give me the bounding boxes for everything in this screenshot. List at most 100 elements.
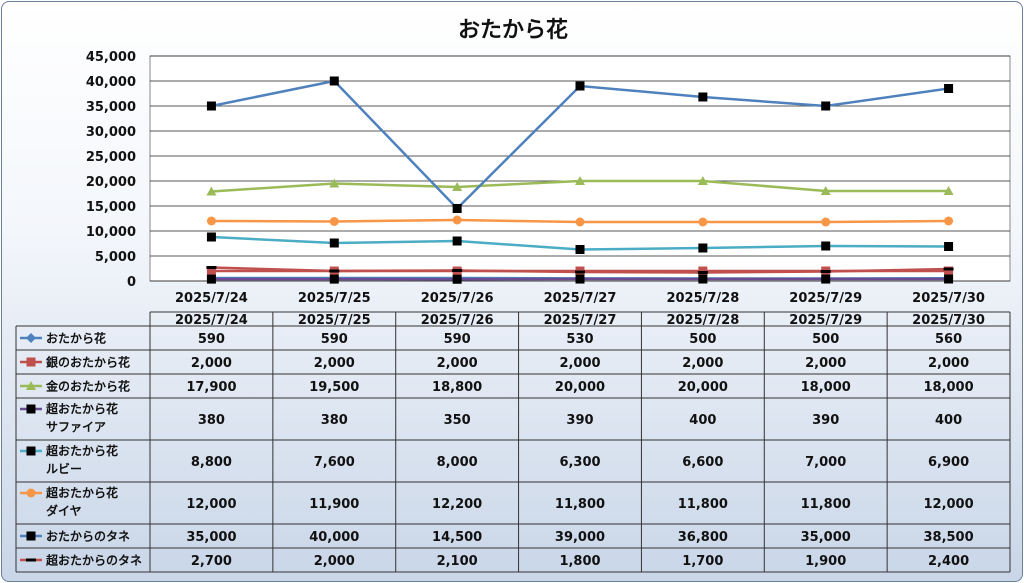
table-value-cell: 2,000 — [314, 554, 355, 569]
x-tick-label: 2025/7/29 — [789, 291, 862, 306]
legend-key-marker — [26, 446, 36, 456]
table-value-cell: 14,500 — [432, 530, 482, 545]
table-value-cell: 2,000 — [191, 356, 232, 371]
data-point — [944, 242, 954, 251]
x-tick-label: 2025/7/30 — [912, 291, 985, 306]
y-tick-label: 0 — [127, 275, 136, 290]
data-point — [698, 243, 708, 253]
data-point — [944, 266, 954, 276]
y-tick-label: 5,000 — [95, 250, 136, 265]
table-value-cell: 390 — [566, 413, 593, 428]
table-header-cell: 2025/7/24 — [175, 313, 248, 328]
data-point — [575, 274, 585, 284]
table-value-cell: 11,800 — [678, 497, 728, 512]
data-point — [206, 232, 216, 242]
table-value-cell: 12,000 — [923, 497, 973, 512]
table-value-cell: 560 — [935, 332, 962, 347]
table-value-cell: 2,000 — [437, 356, 478, 371]
table-header-cell: 2025/7/29 — [789, 313, 862, 328]
data-point — [452, 182, 463, 191]
y-tick-label: 15,000 — [86, 200, 136, 215]
data-point — [698, 92, 708, 102]
table-value-cell: 500 — [689, 332, 716, 347]
legend-key-marker — [26, 357, 36, 367]
x-tick-label: 2025/7/28 — [666, 291, 739, 306]
data-point — [206, 266, 216, 276]
data-point — [943, 186, 954, 195]
data-point — [206, 266, 217, 269]
data-point — [575, 81, 585, 91]
table-value-cell: 2,400 — [928, 554, 969, 569]
data-point — [821, 101, 831, 111]
table-value-cell: 18,000 — [801, 380, 851, 395]
table-value-cell: 8,800 — [191, 455, 232, 470]
table-value-cell: 400 — [689, 413, 716, 428]
table-value-cell: 400 — [935, 413, 962, 428]
table-value-cell: 2,000 — [682, 356, 723, 371]
table-value-cell: 20,000 — [678, 380, 728, 395]
table-value-cell: 35,000 — [186, 530, 236, 545]
data-point — [575, 245, 585, 254]
data-point — [329, 76, 339, 86]
y-tick-label: 25,000 — [86, 150, 136, 165]
table-value-cell: 12,200 — [432, 497, 482, 512]
table-value-cell: 12,000 — [186, 497, 236, 512]
table-value-cell: 1,900 — [805, 554, 846, 569]
series-label: 金のおたから花 — [45, 379, 130, 394]
data-point — [943, 267, 954, 271]
table-value-cell: 6,300 — [559, 455, 600, 470]
table-value-cell: 39,000 — [555, 530, 605, 545]
legend-key-marker — [26, 488, 36, 498]
table-value-cell: 19,500 — [309, 380, 359, 395]
table-value-cell: 11,900 — [309, 497, 359, 512]
data-point — [698, 274, 708, 284]
table-value-cell: 2,000 — [559, 356, 600, 371]
table-header-cell: 2025/7/27 — [544, 313, 617, 328]
data-point — [697, 271, 708, 274]
table-value-cell: 35,000 — [801, 530, 851, 545]
data-point — [206, 101, 216, 111]
legend-key-marker — [26, 404, 36, 414]
plot-area — [149, 55, 1011, 282]
y-tick-label: 30,000 — [86, 125, 136, 140]
series-label: ダイヤ — [46, 503, 82, 518]
table-header-cell: 2025/7/25 — [298, 313, 371, 328]
table-value-cell: 380 — [321, 413, 348, 428]
x-tick-label: 2025/7/24 — [175, 291, 248, 306]
series-label: おたからのタネ — [46, 530, 130, 544]
table-value-cell: 6,600 — [682, 455, 723, 470]
data-point — [944, 84, 954, 93]
series-label: 超おたから花 — [45, 485, 118, 500]
table-value-cell: 38,500 — [923, 530, 973, 545]
data-point — [452, 215, 462, 225]
series-label: おたから花 — [46, 331, 106, 346]
legend-key-marker — [26, 333, 36, 343]
data-point — [944, 274, 954, 284]
data-point — [575, 176, 585, 185]
table-value-cell: 7,600 — [314, 455, 355, 470]
table-value-cell: 590 — [198, 332, 225, 347]
data-point — [206, 216, 216, 226]
y-tick-label: 45,000 — [86, 50, 136, 65]
table-header-cell: 2025/7/30 — [912, 313, 985, 328]
table-value-cell: 2,700 — [191, 554, 232, 569]
chart-title: おたから花 — [457, 18, 568, 43]
table-value-cell: 2,000 — [314, 356, 355, 371]
table-value-cell: 2,100 — [437, 554, 478, 569]
table-value-cell: 1,800 — [559, 554, 600, 569]
table-value-cell: 11,800 — [555, 497, 605, 512]
data-point — [698, 217, 708, 227]
data-point — [697, 176, 708, 185]
table-value-cell: 7,000 — [805, 455, 846, 470]
x-tick-label: 2025/7/25 — [298, 291, 371, 306]
table-header-cell: 2025/7/28 — [666, 313, 739, 328]
series-label: 超おたから花 — [45, 401, 118, 416]
data-point — [821, 241, 831, 251]
data-point — [820, 186, 831, 195]
series-label: サファイア — [46, 420, 106, 434]
data-point — [329, 238, 339, 248]
table-value-cell: 20,000 — [555, 380, 605, 395]
data-point — [329, 178, 340, 188]
table-value-cell: 6,900 — [928, 455, 969, 470]
